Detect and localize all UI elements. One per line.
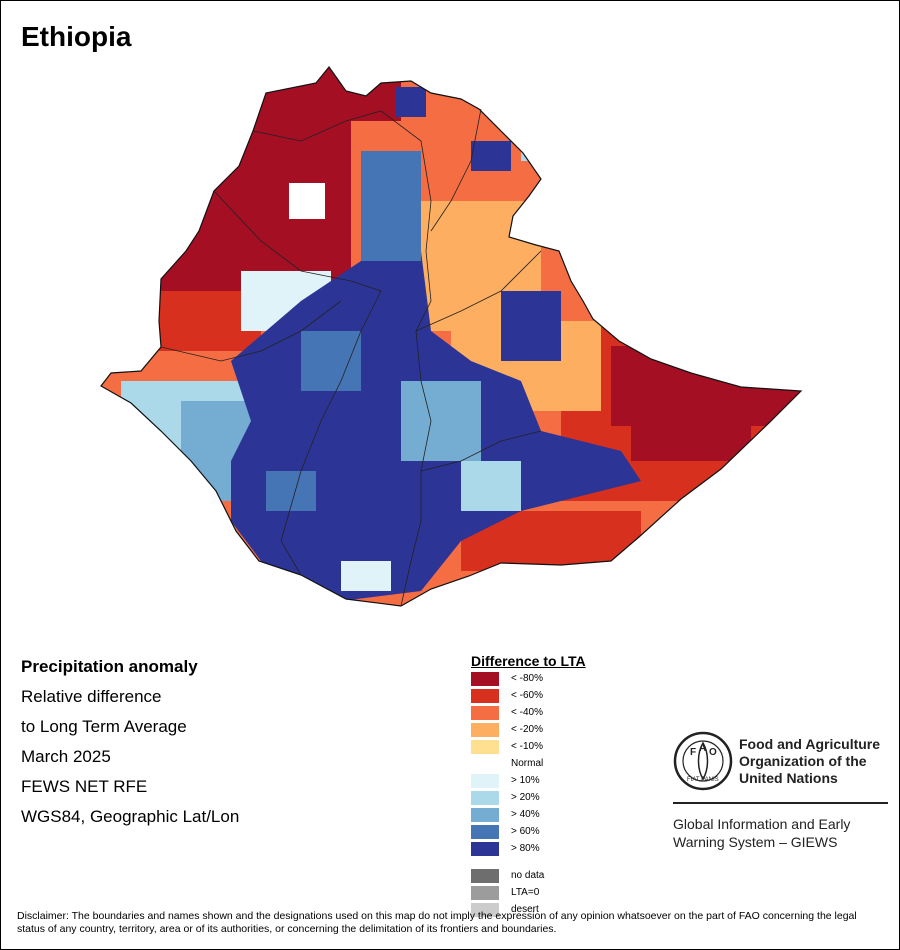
legend-extra-label: desert [511,904,539,915]
legend-class-swatch [471,791,499,805]
branding-divider [673,802,888,804]
legend-class-row: < -80% [471,672,631,689]
legend-extra-row: desert [471,903,631,920]
info-source: FEWS NET RFE [21,777,148,796]
legend-class-swatch [471,842,499,856]
country-border [100,66,803,607]
legend-class-swatch [471,723,499,737]
legend-class-row: < -60% [471,689,631,706]
anomaly-raster [101,67,801,606]
fao-emblem-icon: F A O FIAT PANIS [673,731,733,791]
info-description-2: to Long Term Average [21,717,187,736]
info-description-1: Relative difference [21,687,162,706]
legend-class-label: < -40% [511,707,543,718]
regional-boundaries [160,108,542,607]
fao-name-line-1: Food and Agriculture [739,736,881,752]
legend-class-swatch [471,757,499,771]
fao-name-line-2: Organization of the [739,753,867,769]
legend-extra-swatch [471,903,499,917]
legend-class-swatch [471,672,499,686]
legend-classes: < -80% < -60% < -40% < -20% < -10% Normal > 10… [471,672,631,859]
legend-class-swatch [471,825,499,839]
legend-class-row: > 40% [471,808,631,825]
legend-class-label: Normal [511,758,544,769]
fao-emblem-letter-a: A [699,743,706,754]
legend-class-label: > 20% [511,792,540,803]
legend-class-label: > 80% [511,843,540,854]
legend-title: Difference to LTA [471,653,586,669]
giews-line-2: Warning System – GIEWS [673,834,838,850]
legend-class-label: < -60% [511,690,543,701]
legend-class-swatch [471,740,499,754]
legend-extra-row: no data [471,869,631,886]
legend-class-label: < -10% [511,741,543,752]
legend-class-label: > 40% [511,809,540,820]
map-legend: Difference to LTA < -80% < -60% < -40% < -2… [471,653,631,920]
legend-extra-classes: no data LTA=0 desert [471,869,631,920]
legend-class-label: < -20% [511,724,543,735]
legend-class-row: < -40% [471,706,631,723]
fao-emblem-letter-o: O [709,747,717,758]
ethiopia-anomaly-map [100,66,803,607]
legend-class-row: > 60% [471,825,631,842]
info-projection: WGS84, Geographic Lat/Lon [21,807,240,826]
legend-class-row: < -10% [471,740,631,757]
legend-class-label: > 10% [511,775,540,786]
legend-extra-swatch [471,886,499,900]
legend-class-row: < -20% [471,723,631,740]
legend-extra-label: no data [511,870,545,881]
legend-class-row: > 20% [471,791,631,808]
legend-extra-label: LTA=0 [511,887,540,898]
giews-line-1: Global Information and Early [673,816,851,832]
info-period: March 2025 [21,747,111,766]
legend-class-row: Normal [471,757,631,774]
giews-system-name: Global Information and Early Warning Sys… [673,815,850,851]
legend-class-label: > 60% [511,826,540,837]
legend-class-swatch [471,774,499,788]
legend-class-swatch [471,808,499,822]
legend-class-swatch [471,689,499,703]
legend-class-label: < -80% [511,673,543,684]
legend-class-row: > 80% [471,842,631,859]
map-title: Ethiopia [21,21,132,52]
fao-emblem-motto: FIAT PANIS [687,777,719,783]
legend-extra-row: LTA=0 [471,886,631,903]
disclaimer-text: Disclaimer: The boundaries and names sho… [17,910,857,935]
legend-class-swatch [471,706,499,720]
fao-name-line-3: United Nations [739,770,838,786]
fao-organization-name: Food and Agriculture Organization of the… [739,736,880,787]
map-info-block: Precipitation anomaly Relative differenc… [21,656,239,836]
legend-class-row: > 10% [471,774,631,791]
legend-extra-swatch [471,869,499,883]
fao-emblem-letter-f: F [690,747,696,758]
info-product-title: Precipitation anomaly [21,657,198,676]
